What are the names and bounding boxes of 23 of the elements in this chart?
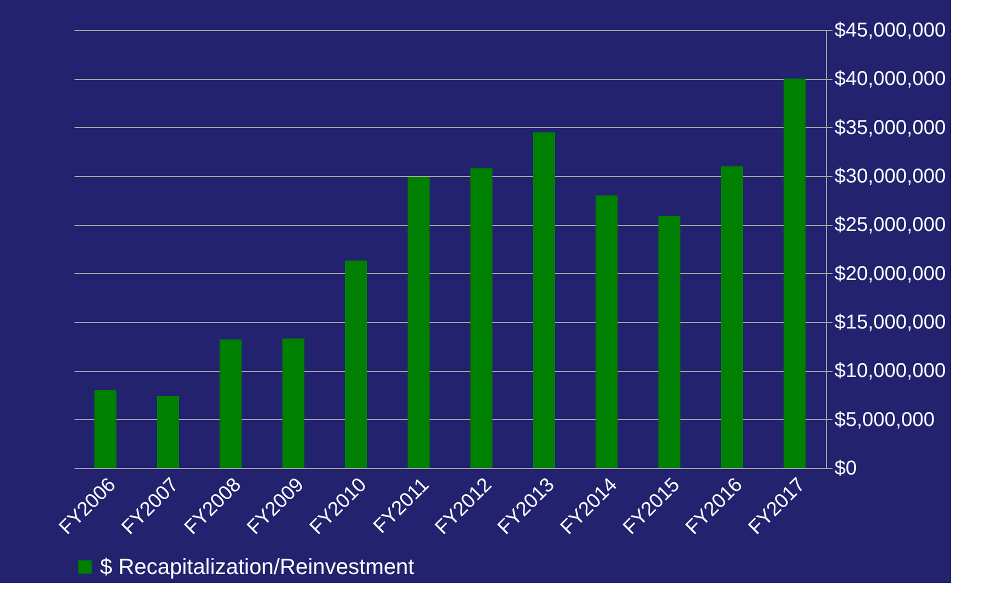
legend-label: $ Recapitalization/Reinvestment: [100, 554, 414, 579]
y-tick-label: $40,000,000: [834, 68, 946, 90]
y-tick-label: $0: [834, 458, 857, 480]
bar: [408, 176, 430, 468]
y-tick-label: $25,000,000: [834, 214, 946, 236]
bar: [220, 340, 242, 468]
y-tick-label: $45,000,000: [834, 20, 946, 42]
y-tick-label: $30,000,000: [834, 166, 946, 188]
bar: [157, 396, 179, 468]
bar: [721, 166, 743, 468]
bar: [470, 168, 492, 468]
bar: [784, 78, 806, 468]
y-tick-label: $5,000,000: [834, 408, 935, 431]
y-tick-label: $20,000,000: [834, 262, 946, 285]
y-tick-label: $10,000,000: [834, 360, 946, 382]
bar: [282, 338, 304, 468]
bar: [596, 195, 618, 468]
bar: [94, 390, 116, 468]
y-tick-label: $15,000,000: [834, 312, 946, 334]
y-tick-label: $35,000,000: [834, 116, 946, 139]
bar: [345, 260, 367, 468]
bar: [533, 132, 555, 468]
bar: [658, 216, 680, 468]
